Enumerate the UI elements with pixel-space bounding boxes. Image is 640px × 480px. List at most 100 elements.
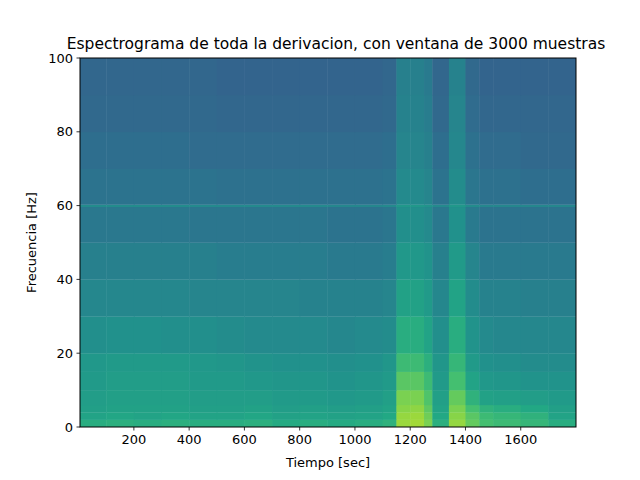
cell <box>383 204 397 207</box>
cell <box>521 243 549 280</box>
cell <box>493 279 521 316</box>
cell <box>432 243 449 280</box>
cell <box>162 95 190 132</box>
cell <box>272 372 300 391</box>
cell <box>189 390 217 405</box>
cell <box>383 132 397 169</box>
cell <box>106 204 134 207</box>
cell <box>272 207 300 243</box>
x-tick <box>244 427 245 431</box>
cell <box>479 372 493 391</box>
cell <box>548 412 576 420</box>
cell <box>244 95 272 132</box>
cell <box>134 169 162 205</box>
cell <box>134 390 162 405</box>
cell <box>396 207 410 243</box>
cell <box>300 420 328 427</box>
cell <box>134 405 162 413</box>
cell <box>396 420 410 427</box>
cell <box>548 169 576 205</box>
cell <box>479 420 493 427</box>
cell <box>189 405 217 413</box>
cell <box>493 95 521 132</box>
cell <box>162 58 190 95</box>
cell <box>106 169 134 205</box>
cell <box>432 353 449 372</box>
cell <box>80 95 107 132</box>
cell <box>424 279 433 316</box>
cell <box>217 390 245 405</box>
cell <box>479 243 493 280</box>
cell <box>327 353 355 372</box>
cell <box>106 420 134 427</box>
cell <box>432 420 449 427</box>
cell <box>244 353 272 372</box>
cell <box>432 405 449 413</box>
cell <box>493 372 521 391</box>
cell <box>449 204 466 207</box>
cell <box>396 372 410 391</box>
chart: 2004006008001000120014001600020406080100… <box>0 0 640 480</box>
x-tick <box>189 427 190 431</box>
cell <box>465 405 479 413</box>
cell <box>355 132 383 169</box>
heatmap-cells <box>80 58 576 427</box>
cell <box>410 95 424 132</box>
cell <box>548 58 576 95</box>
cell <box>217 279 245 316</box>
cell <box>449 420 466 427</box>
cell <box>548 372 576 391</box>
cell <box>493 412 521 420</box>
cell <box>465 243 479 280</box>
cell <box>396 405 410 413</box>
cell <box>424 132 433 169</box>
cell <box>189 372 217 391</box>
cell <box>479 95 493 132</box>
cell <box>189 204 217 207</box>
cell <box>396 353 410 372</box>
cell <box>355 207 383 243</box>
cell <box>410 412 424 420</box>
cell <box>189 58 217 95</box>
cell <box>396 243 410 280</box>
cell <box>432 132 449 169</box>
cell <box>106 372 134 391</box>
cell <box>410 207 424 243</box>
cell <box>432 372 449 391</box>
cell <box>189 95 217 132</box>
cell <box>80 420 107 427</box>
cell <box>383 420 397 427</box>
cell <box>244 279 272 316</box>
cell <box>300 316 328 353</box>
cell <box>465 372 479 391</box>
cell <box>479 169 493 205</box>
cell <box>465 316 479 353</box>
cell <box>189 279 217 316</box>
cell <box>272 420 300 427</box>
cell <box>80 204 107 207</box>
cell <box>134 207 162 243</box>
cell <box>383 353 397 372</box>
cell <box>410 405 424 413</box>
cell <box>521 405 549 413</box>
cell <box>396 279 410 316</box>
cell <box>106 412 134 420</box>
cell <box>493 390 521 405</box>
cell <box>493 353 521 372</box>
cell <box>465 279 479 316</box>
cell <box>449 316 466 353</box>
cell <box>493 420 521 427</box>
x-tick <box>410 427 411 431</box>
cell <box>300 279 328 316</box>
cell <box>383 279 397 316</box>
cell <box>493 207 521 243</box>
cell <box>244 372 272 391</box>
cell <box>217 412 245 420</box>
cell <box>432 412 449 420</box>
cell <box>521 204 549 207</box>
cell <box>410 58 424 95</box>
cell <box>449 58 466 95</box>
cell <box>396 390 410 405</box>
cell <box>521 420 549 427</box>
cell <box>327 132 355 169</box>
